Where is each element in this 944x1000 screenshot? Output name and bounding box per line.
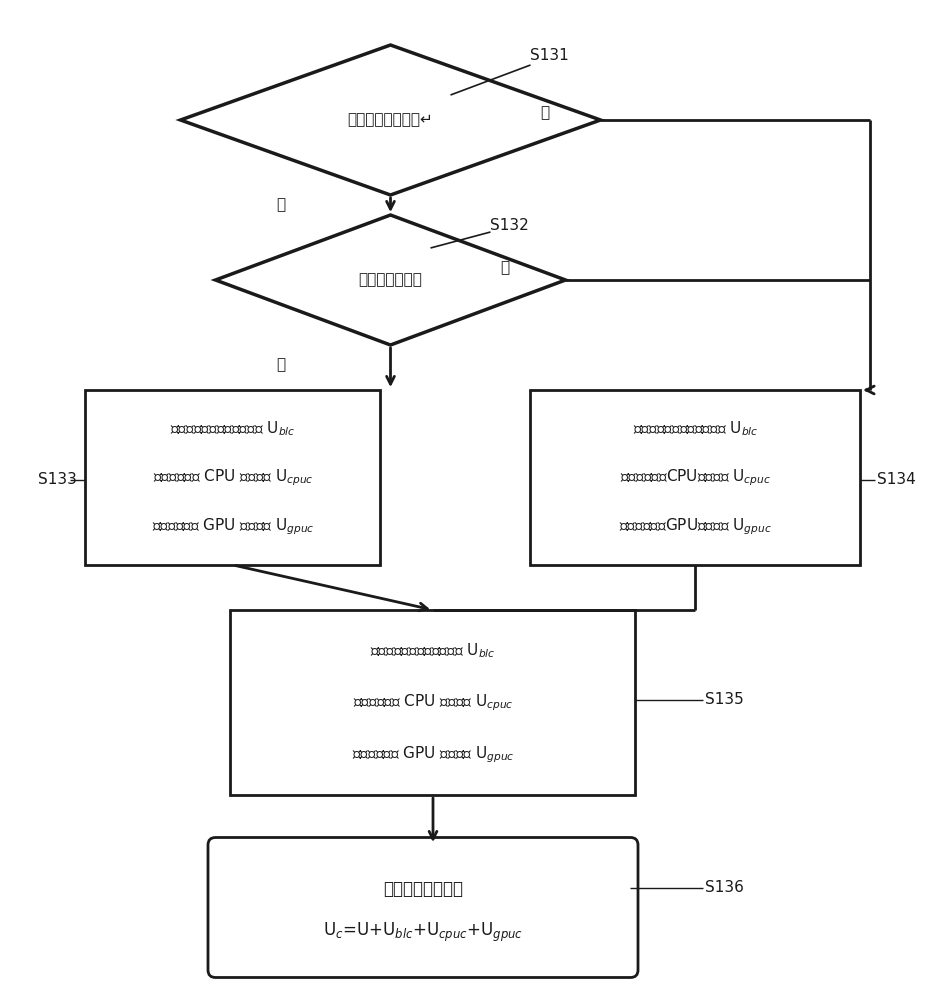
Text: 连接的是电脑？: 连接的是电脑？ xyxy=(358,272,422,288)
Bar xyxy=(85,390,380,565)
Text: 计算放电模式CPU补偿电压 U$_{cpuc}$: 计算放电模式CPU补偿电压 U$_{cpuc}$ xyxy=(619,467,770,488)
Text: 计算放电模式背光补偿电压 U$_{blc}$: 计算放电模式背光补偿电压 U$_{blc}$ xyxy=(632,419,757,438)
Text: 是: 是 xyxy=(276,358,285,372)
Text: 计算充电模式背光补偿电压 U$_{blc}$: 计算充电模式背光补偿电压 U$_{blc}$ xyxy=(370,641,496,660)
Text: 否: 否 xyxy=(540,105,549,120)
Text: S134: S134 xyxy=(877,473,916,488)
Text: S132: S132 xyxy=(490,218,529,233)
Text: S135: S135 xyxy=(705,692,744,708)
Text: 计算电脑模式背光补偿电压 U$_{blc}$: 计算电脑模式背光补偿电压 U$_{blc}$ xyxy=(170,419,295,438)
Text: 计算补偿后的电压: 计算补偿后的电压 xyxy=(382,880,463,898)
Text: 有外部电源输入？↵: 有外部电源输入？↵ xyxy=(347,112,433,127)
Text: 计算电脑模式 CPU 补偿电压 U$_{cpuc}$: 计算电脑模式 CPU 补偿电压 U$_{cpuc}$ xyxy=(153,467,313,488)
Text: 计算充电模式 CPU 补偿电压 U$_{cpuc}$: 计算充电模式 CPU 补偿电压 U$_{cpuc}$ xyxy=(352,692,513,713)
Text: 计算电脑模式 GPU 补偿电压 U$_{gpuc}$: 计算电脑模式 GPU 补偿电压 U$_{gpuc}$ xyxy=(151,516,314,537)
Text: 计算充电模式 GPU 补偿电压 U$_{gpuc}$: 计算充电模式 GPU 补偿电压 U$_{gpuc}$ xyxy=(351,744,514,765)
Text: 计算放电模式GPU补偿电压 U$_{gpuc}$: 计算放电模式GPU补偿电压 U$_{gpuc}$ xyxy=(618,516,771,537)
Bar xyxy=(230,610,634,795)
Bar xyxy=(530,390,860,565)
Text: S131: S131 xyxy=(530,48,568,63)
Text: S136: S136 xyxy=(705,880,744,896)
Text: 是: 是 xyxy=(276,198,285,213)
Text: S133: S133 xyxy=(39,473,77,488)
Text: U$_c$=U+U$_{blc}$+U$_{cpuc}$+U$_{gpuc}$: U$_c$=U+U$_{blc}$+U$_{cpuc}$+U$_{gpuc}$ xyxy=(323,921,523,944)
Text: 否: 否 xyxy=(500,260,509,275)
